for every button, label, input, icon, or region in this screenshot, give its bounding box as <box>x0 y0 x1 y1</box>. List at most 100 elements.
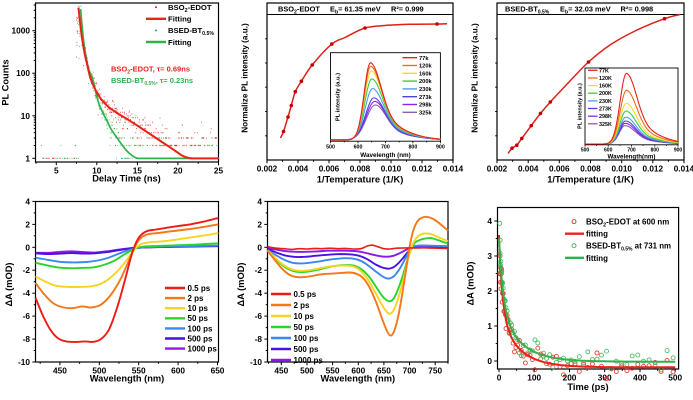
svg-text:PL intensity (a.u.): PL intensity (a.u.) <box>336 73 342 121</box>
svg-text:0.004: 0.004 <box>518 165 539 174</box>
svg-text:20: 20 <box>173 166 183 176</box>
svg-text:500: 500 <box>668 373 682 383</box>
svg-text:500: 500 <box>300 366 314 376</box>
svg-text:-4: -4 <box>23 288 31 298</box>
svg-text:500: 500 <box>581 148 590 154</box>
svg-text:700: 700 <box>403 366 417 376</box>
svg-text:0.008: 0.008 <box>580 165 601 174</box>
svg-text:5: 5 <box>54 166 59 176</box>
svg-text:200: 200 <box>563 373 577 383</box>
svg-text:450: 450 <box>274 366 288 376</box>
svg-text:1: 1 <box>25 153 30 163</box>
svg-text:Eb= 32.03 meV: Eb= 32.03 meV <box>560 5 611 16</box>
svg-text:-6: -6 <box>23 311 31 321</box>
svg-text:650: 650 <box>211 366 225 376</box>
svg-text:2 ps: 2 ps <box>294 301 311 310</box>
svg-text:120k: 120k <box>419 64 432 70</box>
svg-text:4: 4 <box>25 196 30 206</box>
svg-text:BSO2-EDOT at 600 nm: BSO2-EDOT at 600 nm <box>586 218 669 229</box>
svg-text:10 ps: 10 ps <box>188 304 209 313</box>
svg-text:BSED-BT0.5%: BSED-BT0.5% <box>168 26 214 37</box>
svg-text:-2: -2 <box>23 265 31 275</box>
svg-text:-6: -6 <box>255 311 263 321</box>
svg-text:3: 3 <box>487 251 492 261</box>
svg-text:ΔA (mOD): ΔA (mOD) <box>4 262 14 306</box>
svg-text:900: 900 <box>674 148 683 154</box>
svg-text:273k: 273k <box>419 95 432 101</box>
svg-text:230k: 230k <box>419 87 432 93</box>
svg-text:-10: -10 <box>250 357 262 367</box>
svg-text:700: 700 <box>627 148 636 154</box>
svg-text:1000: 1000 <box>12 26 31 36</box>
svg-text:100 ps: 100 ps <box>294 334 319 343</box>
svg-text:160k: 160k <box>419 71 432 77</box>
svg-text:BSED-BT0.5%, τ= 0.23ns: BSED-BT0.5%, τ= 0.23ns <box>111 76 193 87</box>
svg-text:500: 500 <box>92 366 106 376</box>
svg-text:900: 900 <box>436 145 445 151</box>
svg-text:800: 800 <box>651 148 660 154</box>
svg-text:25: 25 <box>214 166 224 176</box>
svg-text:0.004: 0.004 <box>288 165 309 174</box>
svg-text:100 ps: 100 ps <box>188 324 213 333</box>
svg-text:0.008: 0.008 <box>350 165 371 174</box>
svg-text:0.014: 0.014 <box>443 165 464 174</box>
svg-text:0.010: 0.010 <box>381 165 402 174</box>
svg-text:77k: 77k <box>419 56 429 62</box>
svg-text:0.006: 0.006 <box>319 165 340 174</box>
svg-text:500 ps: 500 ps <box>294 345 319 354</box>
svg-text:550: 550 <box>132 366 146 376</box>
svg-text:Fitting: Fitting <box>168 38 192 47</box>
svg-text:PL Counts: PL Counts <box>1 59 11 105</box>
svg-text:325K: 325K <box>599 122 612 128</box>
svg-text:BSO2-EDOT, τ= 0.69ns: BSO2-EDOT, τ= 0.69ns <box>111 65 190 76</box>
svg-text:0.5 ps: 0.5 ps <box>188 284 211 293</box>
svg-text:BSED-BT0.5% at 731 nm: BSED-BT0.5% at 731 nm <box>586 242 671 253</box>
svg-text:2: 2 <box>487 286 492 296</box>
svg-text:Fitting: Fitting <box>168 15 192 24</box>
svg-text:600: 600 <box>354 145 363 151</box>
svg-text:200k: 200k <box>419 79 432 85</box>
svg-text:15: 15 <box>133 166 143 176</box>
svg-text:0.006: 0.006 <box>549 165 570 174</box>
svg-text:Normalize PL intensity (a.u.): Normalize PL intensity (a.u.) <box>241 23 250 133</box>
svg-text:1000 ps: 1000 ps <box>188 345 218 354</box>
svg-text:50 ps: 50 ps <box>294 323 315 332</box>
svg-text:0: 0 <box>497 373 502 383</box>
svg-text:0: 0 <box>487 356 492 366</box>
svg-text:0.010: 0.010 <box>611 165 632 174</box>
svg-text:BSO2-EDOT: BSO2-EDOT <box>278 5 320 16</box>
svg-text:Wavelength (nm): Wavelength (nm) <box>321 374 396 384</box>
svg-text:0.014: 0.014 <box>674 165 693 174</box>
svg-text:0.002: 0.002 <box>257 165 278 174</box>
svg-text:Wavelength (nm): Wavelength (nm) <box>90 374 165 384</box>
svg-text:550: 550 <box>326 366 340 376</box>
svg-text:10 ps: 10 ps <box>294 312 315 321</box>
svg-text:BSO2-EDOT: BSO2-EDOT <box>168 3 212 14</box>
svg-text:2: 2 <box>257 219 262 229</box>
svg-text:R²= 0.999: R²= 0.999 <box>391 5 424 14</box>
svg-text:0.5 ps: 0.5 ps <box>294 290 317 299</box>
svg-text:-4: -4 <box>255 288 263 298</box>
svg-text:fitting: fitting <box>586 254 608 263</box>
svg-text:-8: -8 <box>23 334 31 344</box>
svg-text:500 ps: 500 ps <box>188 334 213 343</box>
svg-text:Wavelength(nm): Wavelength(nm) <box>608 154 656 161</box>
svg-text:298k: 298k <box>419 103 432 109</box>
svg-text:fitting: fitting <box>586 230 608 239</box>
svg-text:4: 4 <box>257 196 262 206</box>
svg-text:ΔA (mOD): ΔA (mOD) <box>236 262 246 306</box>
svg-text:600: 600 <box>171 366 185 376</box>
svg-text:BSED-BT0.5%: BSED-BT0.5% <box>505 5 550 16</box>
svg-text:650: 650 <box>377 366 391 376</box>
svg-text:1000 ps: 1000 ps <box>294 356 324 365</box>
svg-text:400: 400 <box>633 373 647 383</box>
svg-text:R²= 0.998: R²= 0.998 <box>621 5 654 14</box>
svg-text:750: 750 <box>428 366 442 376</box>
svg-text:Eb= 61.35 meV: Eb= 61.35 meV <box>330 5 381 16</box>
svg-text:Delay Time (ns): Delay Time (ns) <box>92 174 161 184</box>
svg-text:4: 4 <box>487 216 492 226</box>
svg-text:100: 100 <box>527 373 541 383</box>
svg-text:160K: 160K <box>599 84 612 90</box>
svg-text:600: 600 <box>351 366 365 376</box>
svg-text:-2: -2 <box>255 265 263 275</box>
